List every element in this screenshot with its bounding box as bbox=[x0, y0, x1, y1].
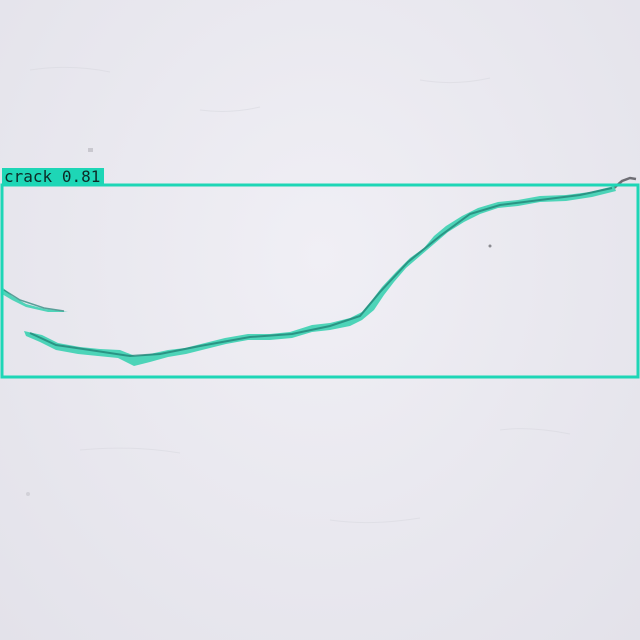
speck bbox=[88, 148, 93, 152]
detection-confidence: 0.81 bbox=[61, 167, 101, 186]
detection-class: crack bbox=[4, 167, 53, 186]
crack-core bbox=[29, 187, 613, 358]
speck bbox=[26, 492, 30, 496]
wall-texture bbox=[29, 66, 571, 524]
detection-bounding-box bbox=[0, 183, 640, 379]
crack-mask-left-fragment bbox=[2, 287, 68, 312]
speck bbox=[488, 244, 492, 248]
detection-label: crack 0.81 bbox=[2, 167, 105, 186]
crack-core bbox=[3, 289, 65, 312]
crack-mask-main bbox=[24, 186, 616, 366]
